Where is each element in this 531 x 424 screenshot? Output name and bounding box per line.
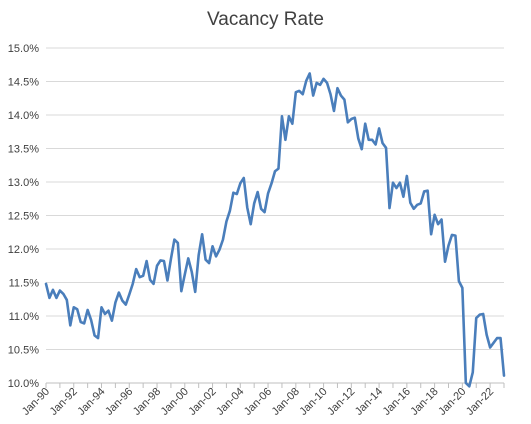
y-tick-label: 10.5%	[8, 345, 39, 357]
series-line	[44, 72, 506, 388]
x-tick-label: Jan-10	[297, 386, 329, 418]
y-tick-label: 12.5%	[8, 211, 39, 223]
x-tick-label: Jan-14	[353, 386, 385, 418]
y-tick-label: 10.0%	[8, 378, 39, 390]
x-tick-label: Jan-00	[159, 386, 191, 418]
x-tick-label: Jan-20	[436, 386, 468, 418]
y-tick-label: 14.0%	[8, 110, 39, 122]
x-tick-label: Jan-22	[464, 386, 496, 418]
x-tick-label: Jan-92	[48, 386, 80, 418]
x-tick-label: Jan-16	[381, 386, 413, 418]
y-tick-label: 11.5%	[9, 278, 40, 290]
y-tick-label: 13.0%	[8, 177, 39, 189]
chart-title: Vacancy Rate	[207, 9, 324, 30]
x-tick-label: Jan-98	[131, 386, 163, 418]
y-tick-label: 13.5%	[8, 144, 39, 156]
x-tick-label: Jan-18	[408, 386, 440, 418]
y-tick-label: 15.0%	[8, 43, 39, 55]
x-tick-label: Jan-90	[20, 386, 52, 418]
x-tick-label: Jan-12	[325, 386, 357, 418]
x-tick-label: Jan-04	[214, 386, 246, 418]
x-tick-label: Jan-02	[186, 386, 218, 418]
x-tick-label: Jan-96	[103, 386, 135, 418]
x-tick-label: Jan-08	[270, 386, 302, 418]
y-tick-label: 11.0%	[9, 311, 40, 323]
x-tick-label: Jan-94	[75, 386, 107, 418]
y-tick-label: 14.5%	[8, 77, 39, 89]
x-tick-label: Jan-06	[242, 386, 274, 418]
y-tick-label: 12.0%	[8, 244, 39, 256]
